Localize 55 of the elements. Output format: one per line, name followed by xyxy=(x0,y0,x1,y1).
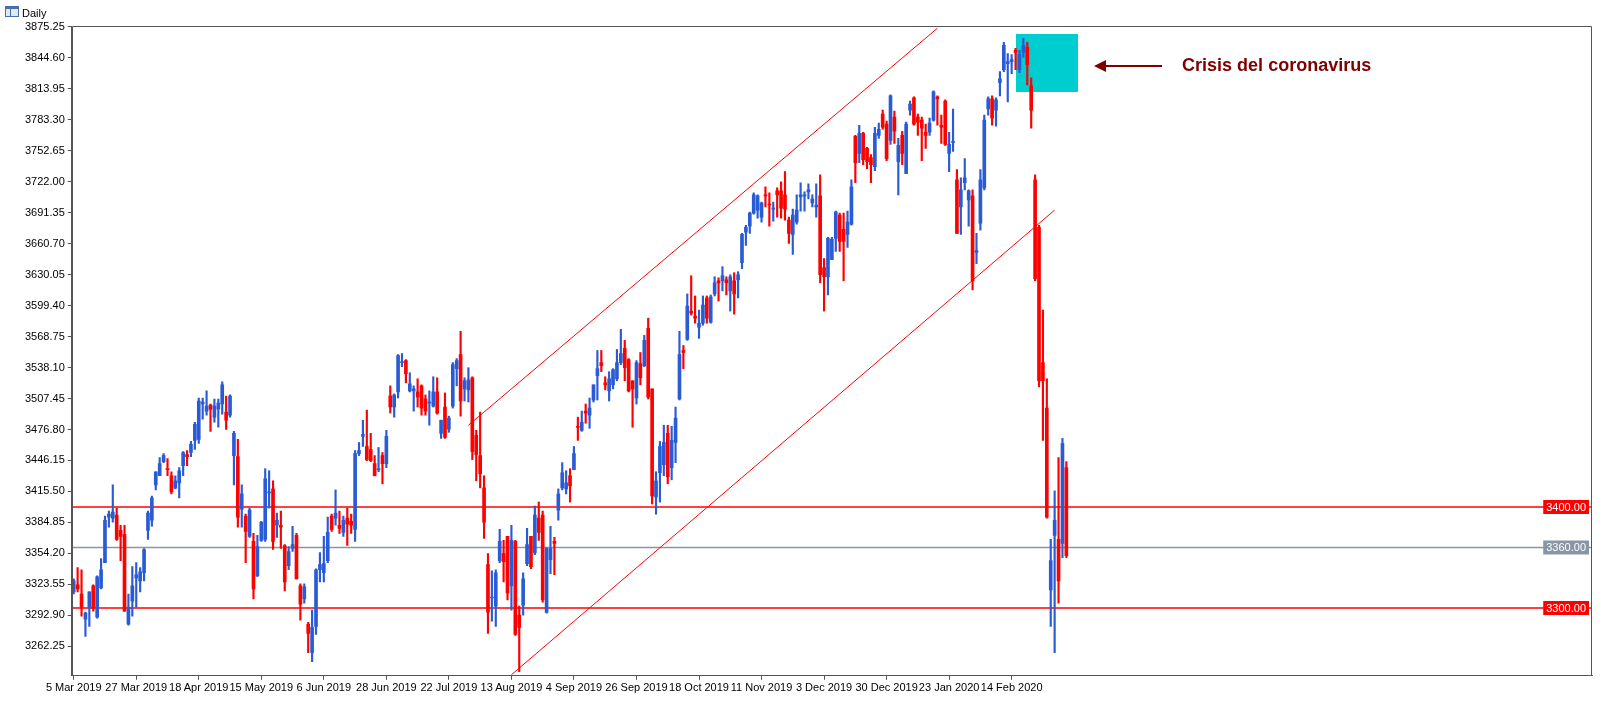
y-tick-label: 3875.25 xyxy=(25,19,65,32)
candlestick xyxy=(232,430,236,486)
x-tick-label: 26 Sep 2019 xyxy=(605,681,668,694)
x-tick-label: 23 Jan 2020 xyxy=(918,681,980,694)
candlestick xyxy=(1013,48,1018,70)
candlestick xyxy=(908,100,912,116)
y-tick-label: 3844.60 xyxy=(25,50,65,63)
x-tick-label: 18 Apr 2019 xyxy=(169,681,229,694)
y-tick-label: 3323.55 xyxy=(25,577,65,590)
y-tick-label: 3599.40 xyxy=(25,298,65,311)
candlestick xyxy=(525,527,529,567)
candlestick xyxy=(974,232,979,264)
ref-line-label: 3360.00 xyxy=(1546,541,1586,554)
x-tick-label: 18 Oct 2019 xyxy=(669,681,729,694)
y-tick-label: 3752.65 xyxy=(25,143,65,156)
candlestick xyxy=(716,277,721,302)
x-tick-label: 5 Mar 2019 xyxy=(45,681,102,694)
y-tick-label: 3292.90 xyxy=(25,608,65,621)
y-tick-label: 3813.95 xyxy=(25,81,65,94)
y-tick-label: 3722.00 xyxy=(25,174,65,187)
x-tick-label: 6 Jun 2019 xyxy=(296,681,352,694)
y-tick-label: 3783.30 xyxy=(25,112,65,125)
candlestick xyxy=(572,446,576,471)
y-tick-label: 3354.20 xyxy=(25,546,65,559)
y-tick-label: 3660.70 xyxy=(25,236,65,249)
y-tick-label: 3446.15 xyxy=(25,453,65,466)
y-tick-label: 3538.10 xyxy=(25,360,65,373)
candlestick xyxy=(376,447,381,473)
candlestick xyxy=(568,468,572,503)
candlestick xyxy=(443,392,447,439)
candlestick xyxy=(826,237,830,296)
x-tick-label: 22 Jul 2019 xyxy=(420,681,478,694)
ref-line-label: 3400.00 xyxy=(1546,500,1586,513)
candlestick xyxy=(994,97,998,127)
ref-line-label: 3300.00 xyxy=(1546,601,1586,614)
x-tick-label: 4 Sep 2019 xyxy=(545,681,603,694)
x-tick-label: 11 Nov 2019 xyxy=(730,681,793,694)
x-tick-label: 30 Dec 2019 xyxy=(855,681,918,694)
y-tick-label: 3415.50 xyxy=(25,484,65,497)
y-tick-label: 3262.25 xyxy=(25,639,65,652)
x-tick-label: 15 May 2019 xyxy=(229,681,294,694)
y-tick-label: 3568.75 xyxy=(25,329,65,342)
text: Crisis del coronavirus xyxy=(1182,55,1372,76)
y-tick-label: 3507.45 xyxy=(25,391,65,404)
y-tick-label: 3476.80 xyxy=(25,422,65,435)
x-tick-label: 13 Aug 2019 xyxy=(480,681,543,694)
y-tick-label: 3630.05 xyxy=(25,267,65,280)
x-tick-label: 27 Mar 2019 xyxy=(105,681,168,694)
x-tick-label: 14 Feb 2020 xyxy=(980,681,1043,694)
x-tick-label: 3 Dec 2019 xyxy=(795,681,853,694)
y-tick-label: 3691.35 xyxy=(25,205,65,218)
chart-title: Daily xyxy=(22,6,47,19)
x-tick-label: 28 Jun 2019 xyxy=(356,681,417,694)
candlestick xyxy=(185,450,189,466)
y-tick-label: 3384.85 xyxy=(25,515,65,528)
